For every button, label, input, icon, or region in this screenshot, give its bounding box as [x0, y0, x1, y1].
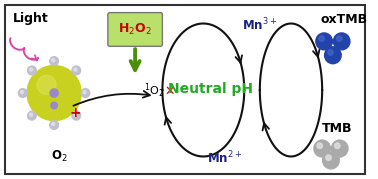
- Text: TMB: TMB: [322, 122, 353, 135]
- Circle shape: [323, 152, 339, 169]
- Text: Mn$^{2+}$: Mn$^{2+}$: [207, 150, 242, 167]
- Text: Neutral pH: Neutral pH: [167, 82, 253, 96]
- Circle shape: [314, 140, 330, 157]
- Circle shape: [72, 111, 81, 120]
- Text: Light: Light: [12, 12, 48, 25]
- Circle shape: [74, 68, 77, 71]
- Circle shape: [83, 91, 86, 94]
- Circle shape: [52, 123, 55, 126]
- Circle shape: [50, 57, 59, 66]
- Circle shape: [51, 102, 57, 109]
- Text: O$_2$: O$_2$: [51, 149, 67, 164]
- Circle shape: [333, 33, 350, 50]
- Circle shape: [29, 68, 33, 71]
- Circle shape: [336, 36, 342, 41]
- FancyBboxPatch shape: [108, 13, 163, 46]
- Text: oxTMB: oxTMB: [320, 13, 367, 26]
- Circle shape: [317, 143, 322, 149]
- Circle shape: [28, 111, 36, 120]
- Circle shape: [29, 113, 33, 116]
- Circle shape: [20, 91, 23, 94]
- Circle shape: [326, 155, 331, 160]
- Text: +: +: [70, 106, 82, 120]
- Circle shape: [50, 89, 58, 97]
- Circle shape: [27, 66, 81, 121]
- Circle shape: [37, 75, 56, 95]
- Text: H$_2$O$_2$: H$_2$O$_2$: [118, 21, 152, 37]
- Circle shape: [325, 47, 341, 64]
- Circle shape: [328, 50, 333, 55]
- Text: Mn$^{3+}$: Mn$^{3+}$: [242, 16, 277, 33]
- Circle shape: [335, 143, 340, 149]
- Text: ✕: ✕: [164, 84, 175, 98]
- Circle shape: [319, 36, 324, 41]
- Text: $^1$O$_2$: $^1$O$_2$: [144, 82, 165, 100]
- Circle shape: [19, 89, 27, 97]
- Circle shape: [72, 66, 81, 75]
- Circle shape: [81, 89, 90, 97]
- Circle shape: [316, 33, 332, 50]
- Circle shape: [50, 121, 59, 129]
- Circle shape: [28, 66, 36, 75]
- Circle shape: [74, 113, 77, 116]
- Circle shape: [332, 140, 348, 157]
- Circle shape: [52, 59, 55, 62]
